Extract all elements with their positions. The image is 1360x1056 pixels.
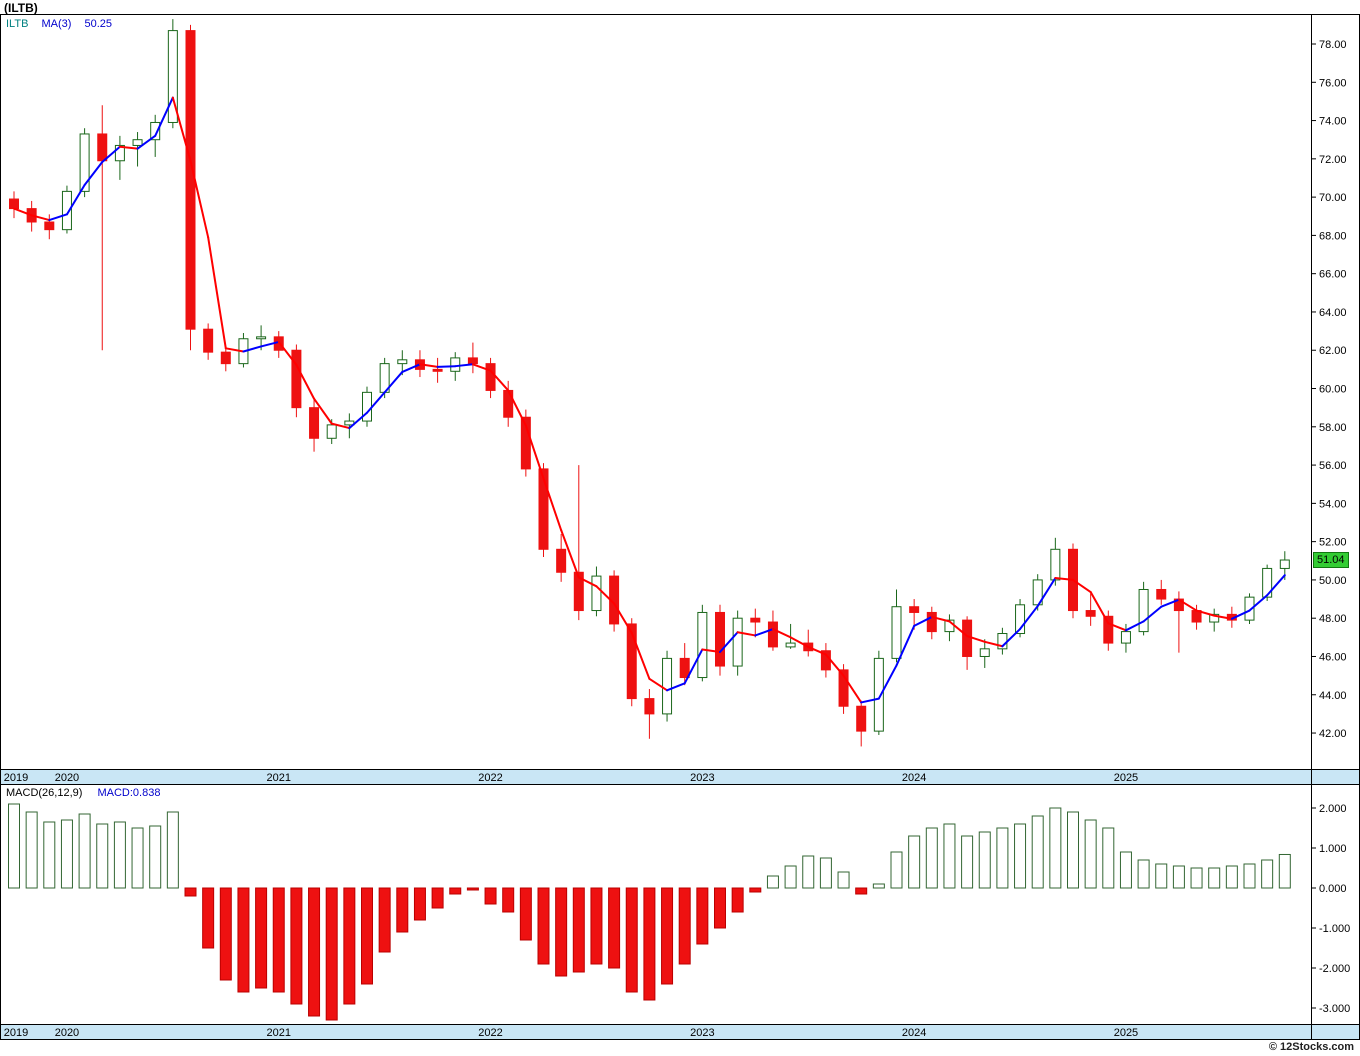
svg-text:0.000: 0.000: [1319, 883, 1347, 895]
svg-text:-3.000: -3.000: [1319, 1003, 1350, 1015]
svg-text:42.00: 42.00: [1319, 728, 1347, 740]
candlestick-series: [9, 19, 1290, 747]
year-axis-labels: 2019 2020 2021 2022 2023 2024 2025: [4, 1027, 1138, 1039]
legend-ma-label: MA(3): [41, 18, 72, 30]
svg-text:2019: 2019: [4, 772, 28, 784]
svg-text:2020: 2020: [55, 1027, 79, 1039]
ma-line: [13, 96, 1286, 704]
year-axis-labels: 2019 2020 2021 2022 2023 2024 2025: [4, 772, 1138, 784]
svg-text:70.00: 70.00: [1319, 192, 1347, 204]
svg-text:50.00: 50.00: [1319, 575, 1347, 587]
svg-text:2020: 2020: [55, 772, 79, 784]
legend-symbol-label: ILTB: [6, 18, 29, 30]
macd-current-value: MACD:0.838: [97, 787, 161, 799]
svg-text:74.00: 74.00: [1319, 116, 1347, 128]
svg-text:46.00: 46.00: [1319, 651, 1347, 663]
symbol-title: (ILTB): [4, 1, 38, 15]
watermark-credit: © 12Stocks.com: [1268, 1041, 1354, 1053]
svg-text:2024: 2024: [902, 772, 926, 784]
legend-ma-value: 50.25: [84, 18, 113, 30]
svg-text:56.00: 56.00: [1319, 460, 1347, 472]
svg-text:2023: 2023: [690, 1027, 714, 1039]
svg-text:2019: 2019: [4, 1027, 28, 1039]
svg-text:68.00: 68.00: [1319, 230, 1347, 242]
price-axis: 78.00 76.00 74.00 72.00 70.00 68.00 66.00 64.00…: [1311, 39, 1347, 740]
main-chart-legend: ILTB MA(3) 50.25: [6, 18, 122, 30]
macd-histogram: [8, 803, 1291, 1021]
svg-text:58.00: 58.00: [1319, 422, 1347, 434]
svg-text:66.00: 66.00: [1319, 269, 1347, 281]
svg-text:2022: 2022: [478, 1027, 502, 1039]
svg-text:72.00: 72.00: [1319, 154, 1347, 166]
svg-text:2024: 2024: [902, 1027, 926, 1039]
svg-text:2025: 2025: [1114, 1027, 1138, 1039]
svg-text:52.00: 52.00: [1319, 537, 1347, 549]
svg-text:2025: 2025: [1114, 772, 1138, 784]
svg-text:2022: 2022: [478, 772, 502, 784]
macd-axis: 2.000 1.000 0.000 -1.000 -2.000 -3.000: [1311, 803, 1350, 1015]
svg-text:1.000: 1.000: [1319, 843, 1347, 855]
svg-text:64.00: 64.00: [1319, 307, 1347, 319]
svg-text:-1.000: -1.000: [1319, 923, 1350, 935]
macd-params-label: MACD(26,12,9): [6, 787, 83, 799]
last-price-tag: 51.04: [1313, 552, 1349, 568]
svg-text:78.00: 78.00: [1319, 39, 1347, 51]
svg-text:48.00: 48.00: [1319, 613, 1347, 625]
svg-text:-2.000: -2.000: [1319, 963, 1350, 975]
svg-text:2023: 2023: [690, 772, 714, 784]
svg-text:2021: 2021: [267, 772, 291, 784]
svg-text:62.00: 62.00: [1319, 345, 1347, 357]
svg-text:76.00: 76.00: [1319, 77, 1347, 89]
svg-text:60.00: 60.00: [1319, 384, 1347, 396]
svg-text:2021: 2021: [267, 1027, 291, 1039]
macd-legend: MACD(26,12,9) MACD:0.838: [6, 787, 160, 799]
svg-text:2.000: 2.000: [1319, 803, 1347, 815]
svg-text:44.00: 44.00: [1319, 690, 1347, 702]
svg-text:54.00: 54.00: [1319, 498, 1347, 510]
